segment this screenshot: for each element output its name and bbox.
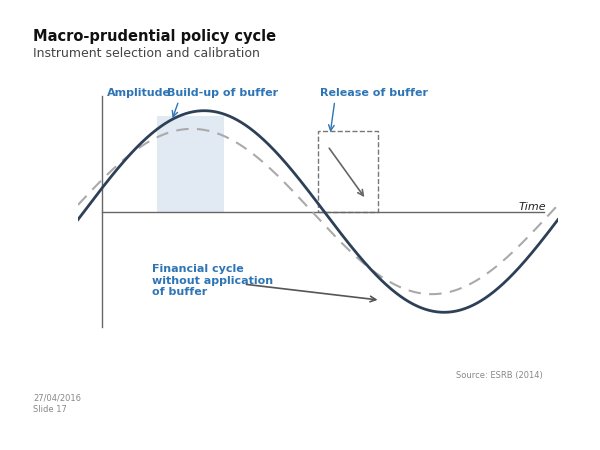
Text: 27/04/2016: 27/04/2016 [33,394,81,403]
Text: Source: ESRB (2014): Source: ESRB (2014) [456,371,543,380]
Text: Time: Time [518,202,546,212]
Text: Slide 17: Slide 17 [33,405,67,414]
Text: Release of buffer: Release of buffer [320,88,428,98]
Text: Financial cycle
without application
of buffer: Financial cycle without application of b… [152,264,274,297]
Bar [318,131,378,212]
Text: Macro-prudential policy cycle: Macro-prudential policy cycle [33,29,276,44]
Text: Instrument selection and calibration: Instrument selection and calibration [33,47,260,60]
Text: Amplitude: Amplitude [107,88,171,98]
Text: Build-up of buffer: Build-up of buffer [167,88,278,98]
Bar [157,116,224,212]
